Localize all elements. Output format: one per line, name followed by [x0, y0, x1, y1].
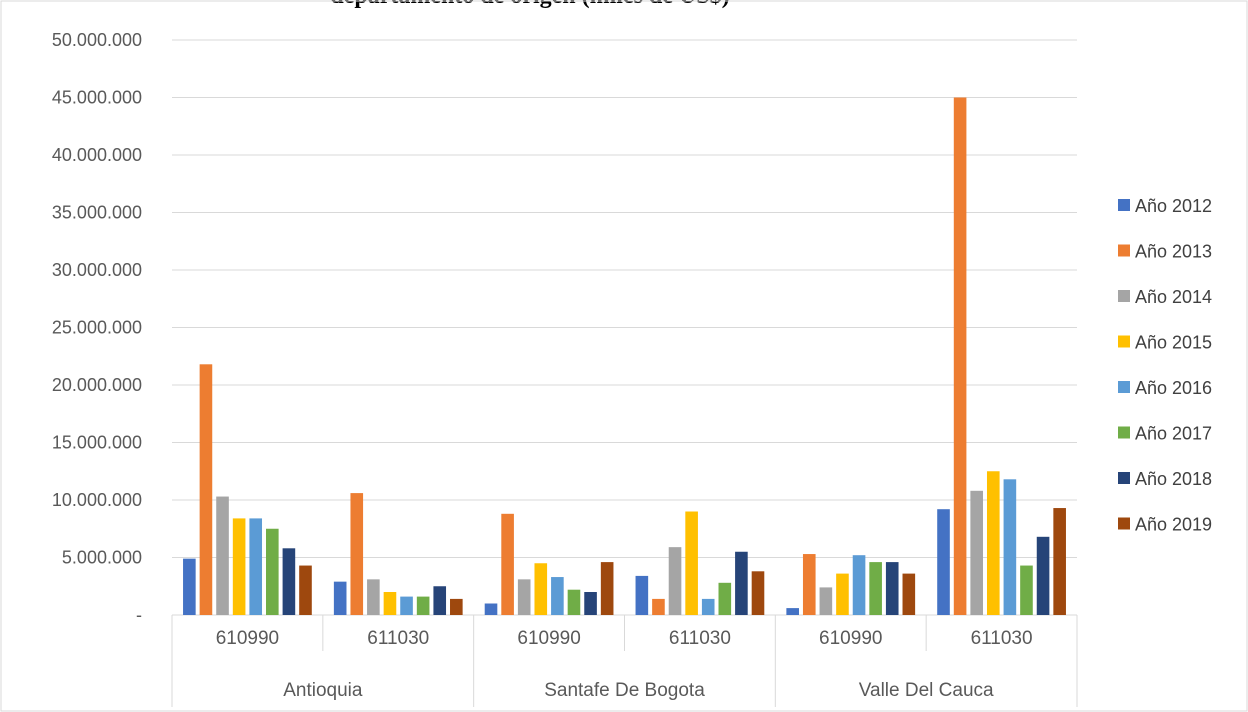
- bar: [450, 598, 463, 615]
- legend-label: Año 2017: [1135, 424, 1212, 444]
- legend-label: Año 2012: [1135, 196, 1212, 216]
- legend-swatch: [1118, 381, 1130, 393]
- bar: [902, 573, 916, 615]
- legend-swatch: [1118, 290, 1130, 302]
- bar: [299, 565, 312, 615]
- legend-label: Año 2014: [1135, 287, 1212, 307]
- bar: [249, 518, 263, 615]
- legend-label: Año 2015: [1135, 333, 1212, 353]
- y-tick-label: 15.000.000: [52, 433, 142, 453]
- bar: [1003, 479, 1017, 615]
- bar: [836, 573, 849, 615]
- x-group-label: Valle Del Cauca: [859, 680, 994, 701]
- bar: [786, 608, 799, 615]
- legend-swatch: [1118, 335, 1130, 348]
- bar: [265, 528, 279, 615]
- bar: [735, 551, 748, 615]
- legend-label: Año 2018: [1135, 469, 1212, 489]
- x-category-label: 610990: [216, 628, 279, 649]
- bar: [517, 579, 531, 615]
- bar: [718, 582, 732, 615]
- chart-title: departamento de origen (miles de US$): [0, 0, 1060, 10]
- x-group-label: Antioquia: [283, 680, 363, 701]
- bar: [701, 598, 715, 615]
- bar: [802, 554, 816, 615]
- bar: [501, 513, 514, 615]
- legend-label: Año 2013: [1135, 242, 1212, 262]
- legend-swatch: [1118, 244, 1130, 257]
- bar: [400, 596, 413, 615]
- legend-label: Año 2016: [1135, 378, 1212, 398]
- bar: [751, 571, 765, 615]
- bar: [350, 493, 364, 615]
- x-category-label: 611030: [367, 628, 429, 649]
- bar: [635, 575, 649, 615]
- bar: [416, 596, 430, 615]
- y-tick-label: 50.000.000: [52, 30, 142, 50]
- bar: [484, 603, 498, 615]
- bar: [970, 490, 984, 615]
- bar: [282, 548, 296, 615]
- bar: [668, 547, 682, 615]
- bar: [199, 364, 213, 615]
- bar: [885, 562, 899, 615]
- x-category-label: 611030: [669, 628, 731, 649]
- x-category-label: 610990: [517, 628, 580, 649]
- y-tick-label: 40.000.000: [52, 145, 142, 165]
- y-tick-label: -: [136, 605, 142, 625]
- legend-swatch: [1118, 472, 1130, 484]
- bar: [937, 509, 950, 615]
- y-tick-label: 45.000.000: [52, 88, 142, 108]
- bar: [433, 586, 447, 615]
- y-tick-label: 20.000.000: [52, 375, 142, 395]
- bar: [869, 562, 882, 615]
- bar: [652, 598, 665, 615]
- bar: [1036, 536, 1050, 615]
- bar: [534, 563, 548, 615]
- y-tick-label: 30.000.000: [52, 260, 142, 280]
- bar: [383, 592, 397, 615]
- bar: [953, 97, 967, 615]
- bar: [600, 562, 614, 615]
- legend-swatch: [1118, 199, 1130, 211]
- bar: [551, 577, 564, 615]
- bar: [333, 581, 347, 615]
- bar: [183, 558, 196, 615]
- bar: [1020, 565, 1033, 615]
- bar: [685, 511, 698, 615]
- x-category-label: 611030: [971, 628, 1033, 649]
- y-tick-label: 5.000.000: [62, 548, 142, 568]
- bar: [367, 579, 380, 615]
- bar: [232, 518, 246, 615]
- legend-swatch: [1118, 517, 1130, 530]
- bar: [216, 496, 229, 615]
- bar: [1053, 508, 1066, 615]
- legend-swatch: [1118, 426, 1130, 439]
- y-tick-label: 10.000.000: [52, 490, 142, 510]
- bar: [852, 555, 866, 615]
- legend-label: Año 2019: [1135, 515, 1212, 535]
- x-group-label: Santafe De Bogota: [544, 680, 705, 701]
- bar: [986, 471, 1000, 615]
- x-category-label: 610990: [819, 628, 882, 649]
- bar: [819, 587, 833, 615]
- y-tick-label: 25.000.000: [52, 318, 142, 338]
- bar: [567, 589, 581, 615]
- y-tick-label: 35.000.000: [52, 203, 142, 223]
- bar: [584, 592, 597, 615]
